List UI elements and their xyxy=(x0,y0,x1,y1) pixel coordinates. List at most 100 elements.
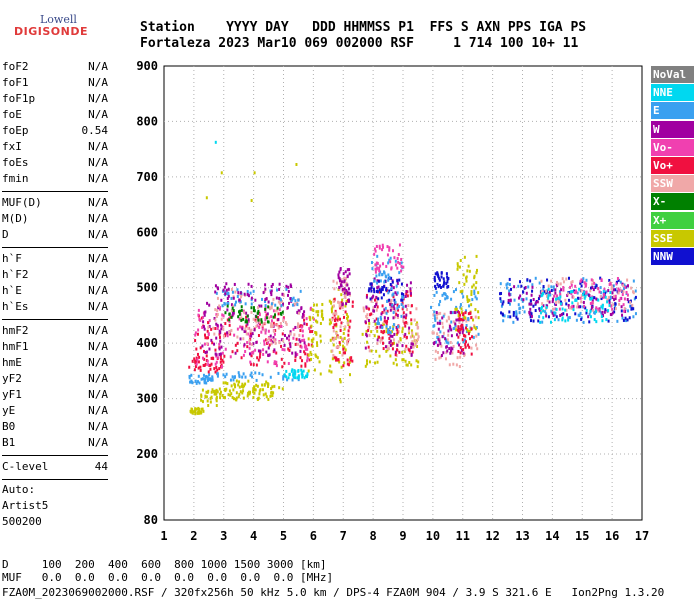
data-point xyxy=(404,324,407,328)
data-point xyxy=(547,287,550,291)
data-point xyxy=(461,318,464,322)
data-point xyxy=(205,390,208,394)
data-point xyxy=(210,338,213,342)
data-point xyxy=(278,308,281,312)
data-point xyxy=(216,374,219,378)
data-point xyxy=(207,389,210,393)
data-point xyxy=(416,337,419,341)
data-point xyxy=(347,363,350,367)
data-point xyxy=(233,375,236,379)
data-point xyxy=(269,289,272,293)
data-point xyxy=(373,277,376,281)
data-point xyxy=(216,390,219,394)
y-tick-label: 700 xyxy=(136,170,158,184)
data-point xyxy=(477,316,480,320)
data-point xyxy=(398,271,401,275)
data-point xyxy=(632,315,635,319)
data-point xyxy=(254,388,257,392)
data-point xyxy=(312,337,315,341)
data-point xyxy=(458,281,461,285)
data-point xyxy=(410,342,413,346)
param-name: C-level xyxy=(2,460,49,473)
data-point xyxy=(339,378,342,382)
data-point xyxy=(573,291,576,295)
param-row-fof2: foF2 N/A xyxy=(2,60,108,76)
auto-label: Auto: xyxy=(2,483,36,496)
data-point xyxy=(261,325,264,329)
data-point xyxy=(473,325,476,329)
data-point xyxy=(330,300,333,304)
data-point xyxy=(246,332,249,336)
data-point xyxy=(188,374,191,378)
data-point xyxy=(525,291,528,295)
data-point xyxy=(382,245,385,249)
data-point xyxy=(541,320,544,324)
data-point xyxy=(458,317,461,321)
data-point xyxy=(282,319,285,323)
data-point xyxy=(364,364,367,368)
data-point xyxy=(219,354,222,358)
data-point xyxy=(381,248,384,252)
data-point xyxy=(390,276,393,280)
data-point xyxy=(221,304,224,308)
data-point xyxy=(368,333,371,337)
data-point xyxy=(397,308,400,312)
data-point xyxy=(396,306,399,310)
data-point xyxy=(597,286,600,290)
data-point xyxy=(629,304,632,308)
data-point xyxy=(340,321,343,325)
data-point xyxy=(582,277,585,281)
data-point xyxy=(375,308,378,312)
data-point xyxy=(252,390,255,394)
data-point xyxy=(416,323,419,327)
data-point xyxy=(621,313,624,317)
data-point xyxy=(396,328,399,332)
data-point xyxy=(223,302,226,306)
data-point xyxy=(595,320,598,324)
data-point xyxy=(472,318,475,322)
data-point xyxy=(571,301,574,305)
data-point xyxy=(194,412,197,416)
data-point xyxy=(437,276,440,280)
param-name: hmE xyxy=(2,356,22,369)
data-point xyxy=(302,369,305,373)
data-point xyxy=(253,391,256,395)
data-point xyxy=(252,306,255,310)
data-point xyxy=(280,344,283,348)
data-point xyxy=(628,316,631,320)
data-point xyxy=(341,353,344,357)
data-point xyxy=(226,382,229,386)
data-point xyxy=(215,392,218,396)
data-point xyxy=(262,348,265,352)
data-point xyxy=(434,317,437,321)
legend-item-sse: SSE xyxy=(651,229,694,247)
data-point xyxy=(376,338,379,342)
data-point xyxy=(565,308,568,312)
data-point xyxy=(465,326,468,330)
data-point xyxy=(295,163,298,166)
data-point xyxy=(372,294,375,298)
data-point xyxy=(236,327,239,331)
data-point xyxy=(226,296,229,300)
data-point xyxy=(458,343,461,347)
data-point xyxy=(611,311,614,315)
data-point xyxy=(614,307,617,311)
data-point xyxy=(315,354,318,358)
data-point xyxy=(438,337,441,341)
param-name: B0 xyxy=(2,420,16,433)
data-point xyxy=(213,392,216,396)
data-point xyxy=(582,293,585,297)
data-point xyxy=(385,324,388,328)
data-point xyxy=(264,299,267,303)
data-point xyxy=(238,385,241,389)
data-point xyxy=(310,338,313,342)
data-point xyxy=(218,387,221,391)
data-point xyxy=(335,281,338,285)
data-point xyxy=(301,338,304,342)
data-point xyxy=(249,329,252,333)
data-point xyxy=(459,317,462,321)
data-point xyxy=(333,297,336,301)
param-value: 0.54 xyxy=(81,124,109,137)
data-point xyxy=(561,318,564,322)
data-point xyxy=(197,366,200,370)
